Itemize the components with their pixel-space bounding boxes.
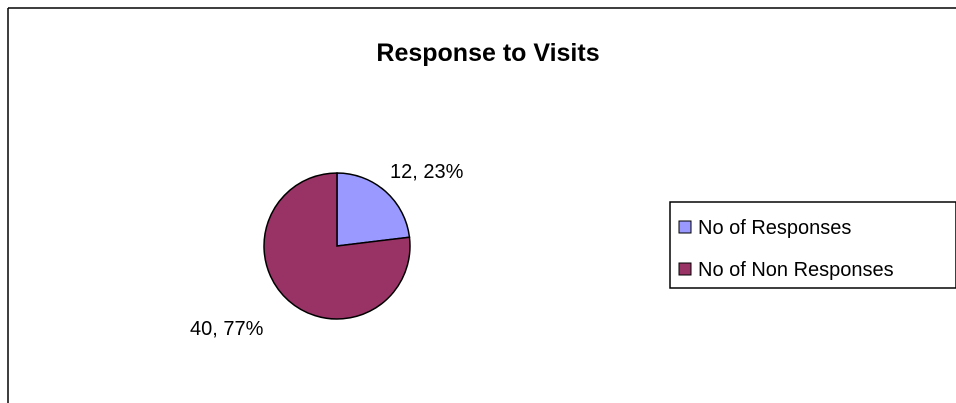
- pie: [263, 172, 411, 320]
- pie-slice-non-responses: [263, 172, 411, 320]
- legend-label-responses: No of Responses: [698, 217, 851, 239]
- chart-title: Response to Visits: [376, 39, 599, 67]
- data-label-responses: 12, 23%: [390, 161, 464, 183]
- pie-slice-responses: [336, 172, 411, 247]
- legend-swatch-non-responses: [678, 262, 692, 276]
- legend-label-non-responses: No of Non Responses: [698, 259, 894, 281]
- legend-swatch-responses: [678, 220, 692, 234]
- legend: No of Responses No of Non Responses: [669, 201, 956, 289]
- data-label-non-responses: 40, 77%: [190, 318, 264, 340]
- legend-box: [669, 201, 956, 289]
